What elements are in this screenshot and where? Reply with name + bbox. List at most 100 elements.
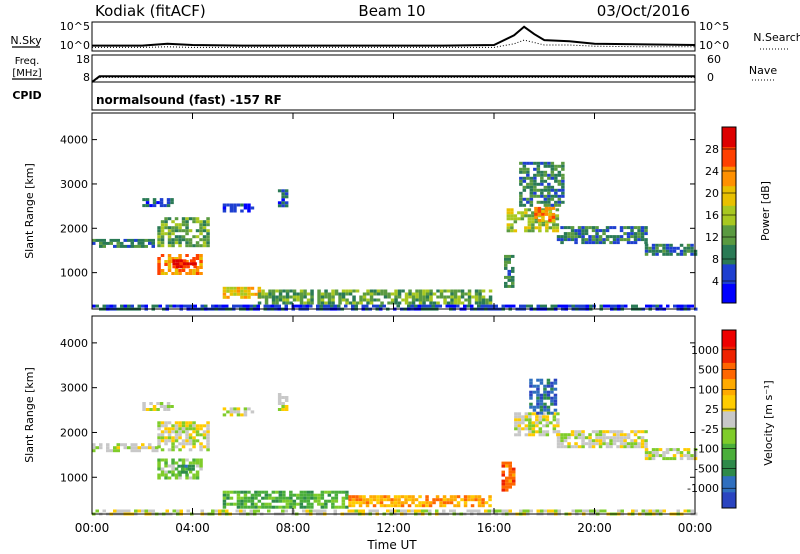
- echo-cell: [584, 229, 589, 233]
- echo-cell: [477, 495, 482, 499]
- echo-cell: [331, 292, 335, 296]
- echo-cell: [167, 257, 172, 260]
- echo-cell: [478, 301, 482, 305]
- echo-cell: [171, 226, 175, 230]
- echo-cell: [236, 502, 241, 506]
- echo-cell: [538, 421, 543, 425]
- echo-cell: [174, 257, 179, 260]
- echo-cell: [373, 298, 377, 302]
- echo-cell: [264, 295, 269, 299]
- echo-cell: [199, 260, 203, 263]
- echo-cell: [467, 495, 471, 499]
- echo-cell: [577, 232, 582, 236]
- echo-cell: [267, 509, 271, 513]
- echo-cell: [511, 254, 515, 258]
- echo-cell: [247, 505, 251, 509]
- echo-cell: [116, 241, 120, 245]
- echo-cell: [171, 272, 175, 275]
- echo-cell: [167, 470, 172, 474]
- echo-cell: [610, 304, 614, 308]
- echo-cell: [284, 408, 289, 411]
- echo-cell: [277, 399, 282, 402]
- echo-cell: [247, 203, 251, 207]
- echo-cell: [501, 509, 505, 513]
- echo-cell: [278, 493, 283, 497]
- echo-cell: [655, 246, 659, 250]
- echo-cell: [506, 208, 511, 212]
- echo-cell: [528, 415, 532, 419]
- echo-cell: [250, 292, 255, 296]
- echo-cell: [188, 241, 193, 245]
- echo-cell: [504, 257, 508, 261]
- echo-cell: [453, 504, 457, 508]
- echo-cell: [254, 505, 258, 509]
- echo-cell: [485, 298, 489, 302]
- echo-cell: [605, 238, 610, 242]
- echo-cell: [522, 161, 527, 165]
- echo-cell: [616, 433, 620, 437]
- echo-cell: [195, 458, 200, 462]
- colorbar-tick-label: 500: [698, 364, 719, 377]
- echo-cell: [178, 257, 182, 260]
- echo-cell: [655, 454, 659, 458]
- echo-cell: [548, 212, 552, 216]
- echo-cell: [188, 272, 193, 275]
- echo-cell: [142, 405, 146, 408]
- echo-cell: [536, 167, 541, 171]
- echo-cell: [164, 217, 168, 221]
- echo-cell: [285, 496, 290, 500]
- echo-cell: [542, 424, 546, 428]
- echo-cell: [211, 509, 215, 513]
- echo-cell: [563, 235, 568, 239]
- echo-cell: [595, 235, 599, 239]
- echo-cell: [591, 430, 596, 434]
- echo-cell: [605, 442, 610, 446]
- echo-cell: [446, 498, 450, 502]
- echo-cell: [206, 448, 210, 452]
- echo-cell: [141, 241, 145, 245]
- echo-cell: [195, 241, 200, 245]
- echo-cell: [289, 493, 293, 497]
- echo-region: [644, 448, 698, 461]
- echo-cell: [106, 241, 110, 245]
- echo-cell: [247, 499, 251, 503]
- echo-cell: [160, 436, 165, 440]
- echo-cell: [545, 226, 549, 230]
- echo-cell: [226, 493, 230, 497]
- echo-cell: [491, 304, 495, 308]
- echo-cell: [358, 504, 363, 508]
- echo-cell: [620, 509, 624, 513]
- echo-cell: [362, 501, 366, 505]
- echo-cell: [547, 173, 551, 177]
- echo-cell: [507, 275, 511, 279]
- echo-cell: [524, 418, 529, 422]
- echo-cell: [167, 439, 172, 443]
- echo-cell: [226, 490, 230, 494]
- echo-cell: [672, 454, 677, 458]
- echo-cell: [334, 490, 339, 494]
- echo-cell: [247, 289, 251, 293]
- echo-cell: [452, 509, 456, 513]
- echo-cell: [446, 295, 451, 299]
- echo-cell: [546, 411, 551, 415]
- echo-cell: [481, 498, 485, 502]
- echo-cell: [546, 378, 551, 382]
- echo-cell: [331, 499, 335, 503]
- echo-cell: [552, 418, 557, 422]
- echo-cell: [519, 191, 523, 195]
- echo-cell: [180, 464, 185, 468]
- echo-cell: [178, 421, 182, 425]
- echo-cell: [281, 402, 285, 405]
- echo-cell: [120, 304, 124, 308]
- echo-cell: [324, 490, 328, 494]
- echo-cell: [665, 252, 670, 256]
- echo-cell: [151, 304, 155, 308]
- echo-cell: [390, 292, 395, 296]
- echo-cell: [361, 509, 365, 513]
- echo-cell: [232, 304, 236, 308]
- echo-cell: [299, 301, 304, 305]
- echo-cell: [164, 430, 168, 434]
- echo-cell: [271, 499, 276, 503]
- echo-cell: [533, 179, 537, 183]
- echo-cell: [514, 427, 518, 431]
